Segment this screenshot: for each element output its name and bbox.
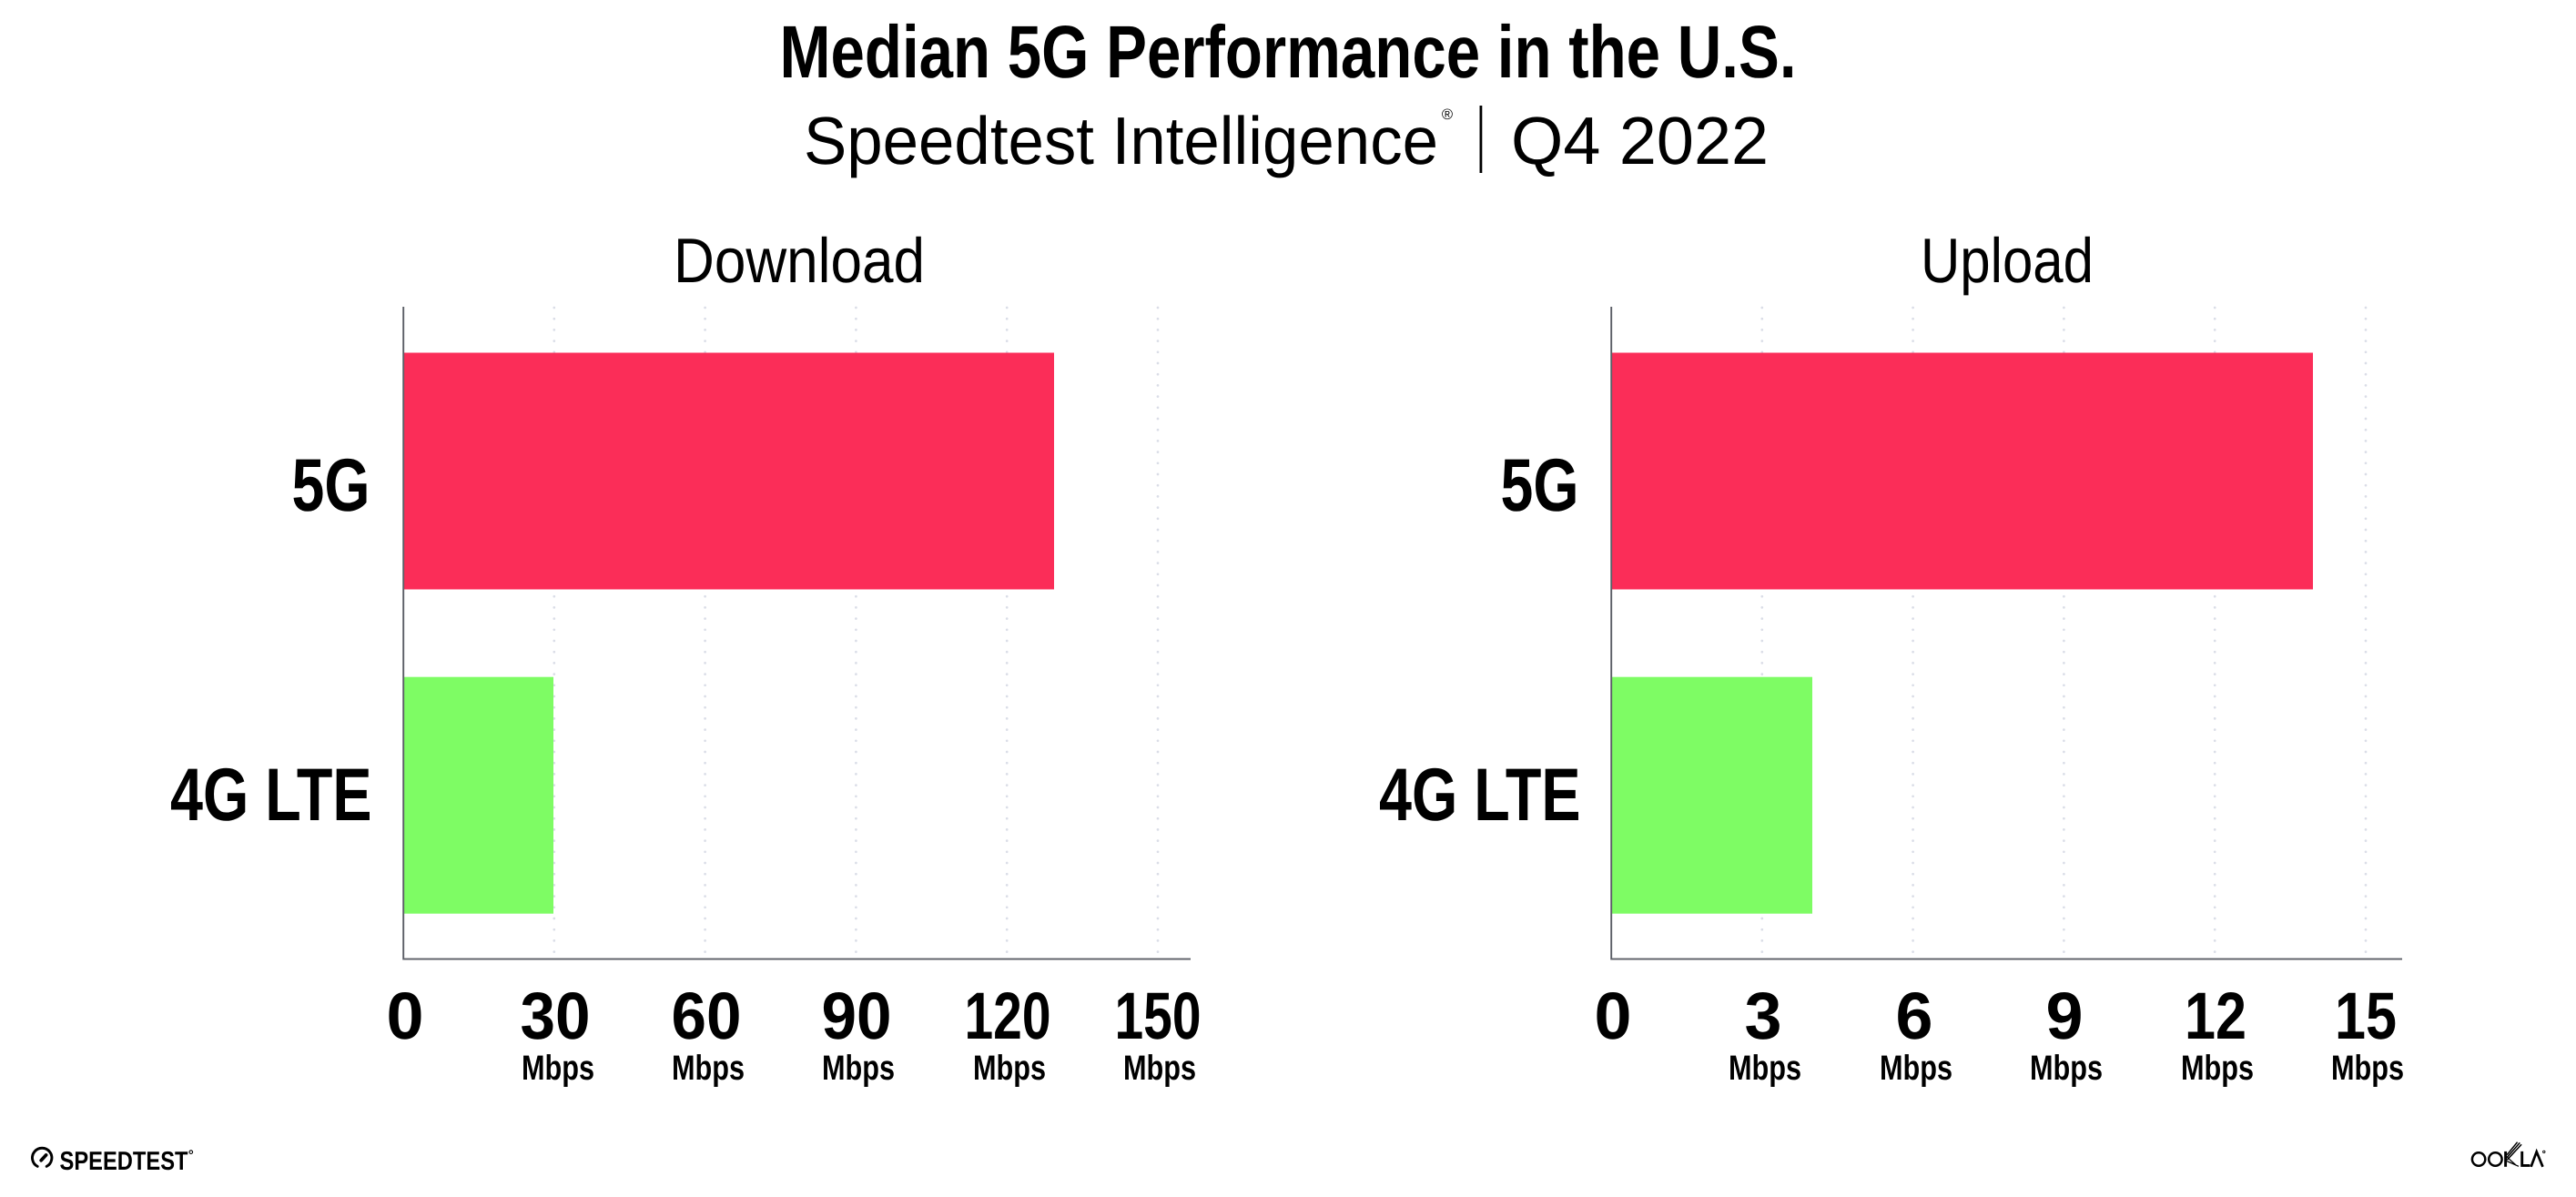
svg-text:4G LTE: 4G LTE [170, 754, 372, 837]
svg-text:Median 5G Performance in the U: Median 5G Performance in the U.S. [780, 11, 1797, 94]
svg-text:120: 120 [965, 979, 1051, 1053]
svg-text:4G LTE: 4G LTE [1379, 754, 1581, 837]
svg-text:3: 3 [1745, 979, 1782, 1053]
svg-text:5G: 5G [1501, 444, 1579, 527]
svg-text:SPEEDTEST: SPEEDTEST [60, 1147, 188, 1176]
svg-text:Upload: Upload [1921, 225, 2094, 296]
svg-text:0: 0 [387, 979, 424, 1053]
svg-text:®: ® [1442, 107, 1453, 123]
svg-text:0: 0 [1595, 979, 1632, 1053]
svg-text:Download: Download [674, 225, 925, 296]
svg-text:Mbps: Mbps [822, 1049, 895, 1088]
svg-text:Mbps: Mbps [672, 1049, 745, 1088]
svg-text:Mbps: Mbps [1729, 1049, 1801, 1088]
svg-text:30: 30 [521, 979, 591, 1053]
svg-text:Mbps: Mbps [1123, 1049, 1196, 1088]
svg-text:12: 12 [2185, 979, 2246, 1053]
svg-text:Mbps: Mbps [2331, 1049, 2404, 1088]
svg-text:90: 90 [822, 979, 892, 1053]
svg-text:150: 150 [1115, 979, 1202, 1053]
svg-text:60: 60 [672, 979, 742, 1053]
svg-text:Q4 2022: Q4 2022 [1511, 103, 1769, 178]
svg-text:6: 6 [1896, 979, 1933, 1053]
svg-text:Mbps: Mbps [2181, 1049, 2254, 1088]
svg-text:Mbps: Mbps [1880, 1049, 1952, 1088]
svg-text:9: 9 [2046, 979, 2084, 1053]
svg-text:15: 15 [2335, 979, 2397, 1053]
svg-text:Mbps: Mbps [973, 1049, 1046, 1088]
svg-text:Mbps: Mbps [2030, 1049, 2103, 1088]
svg-text:Mbps: Mbps [522, 1049, 594, 1088]
svg-text:5G: 5G [292, 444, 370, 527]
svg-text:Speedtest Intelligence: Speedtest Intelligence [804, 103, 1438, 178]
